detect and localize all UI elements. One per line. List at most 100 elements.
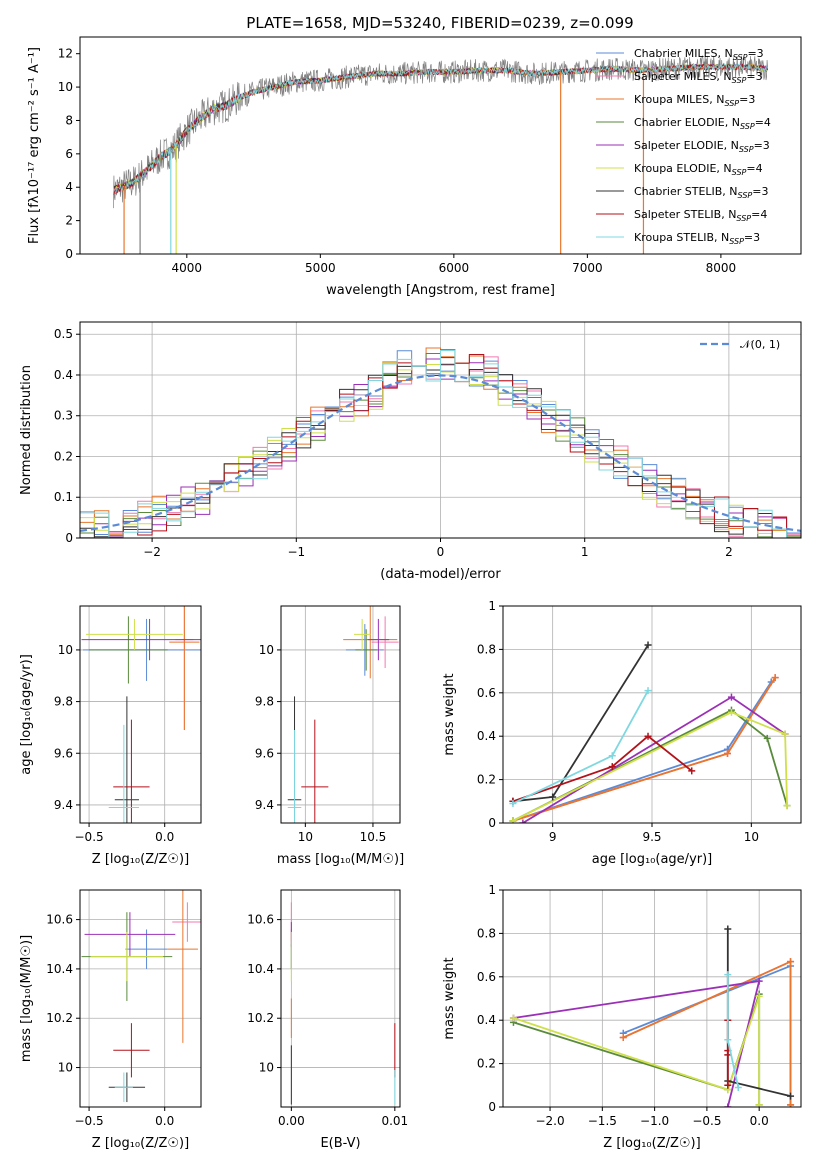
y-tick-label: 10.2: [46, 1011, 73, 1025]
errorbar-point: [371, 616, 399, 668]
errorbar-point: [367, 618, 390, 661]
y-tick-label: 0.4: [477, 729, 496, 743]
errorbar-point: [114, 696, 139, 823]
y-tick-label: 10.4: [247, 962, 274, 976]
series-point: [509, 817, 517, 823]
massweight_vs_age-axes: 9 9.5 10 0 0.2 0.4 0.6 0.8 1 age [log₁₀(age/yr)] m…: [442, 599, 801, 867]
errorbar-point: [172, 902, 201, 942]
series-point: [724, 1051, 732, 1059]
legend-entry: Salpeter STELIB, NSSP=4: [634, 208, 767, 223]
series-point: [619, 1034, 627, 1042]
x-tick-label: 10.5: [360, 830, 387, 844]
massweight_vs_Z-axes: −2.0 −1.5 −1.0 −0.5 0.0 0 0.2 0.4 0.6 0.8 1 Z [log₁…: [442, 883, 801, 1151]
x-tick-label: −0.5: [75, 830, 104, 844]
series-point: [783, 802, 791, 810]
age_vs_Z-plot: [81, 606, 201, 823]
series-point: [724, 1036, 732, 1044]
model-spectrum: [113, 63, 768, 196]
series-point: [787, 958, 795, 966]
errorbar-point: [86, 618, 183, 650]
model-spectrum: [113, 63, 768, 195]
x-tick-label: −0.5: [75, 1114, 104, 1128]
mass_vs_Z-frame: [79, 889, 202, 1108]
x-tick-label: 7000: [572, 261, 603, 275]
age_vs_Z-frame: [79, 605, 202, 824]
series-line: [512, 735, 693, 803]
spectrum-axes: 4000 5000 6000 7000 8000 0 2 4 6 8 10 12 wavelength …: [27, 47, 736, 298]
x-tick-label: −1.5: [588, 1114, 617, 1128]
series-point: [787, 1101, 795, 1107]
x-tick-label: 1: [581, 545, 589, 559]
series-point: [727, 708, 735, 716]
x-tick-label: 0.0: [155, 830, 174, 844]
massweight_vs_age-frame: [502, 605, 802, 824]
model-spectrum: [113, 63, 768, 195]
y-tick-label: 0.2: [477, 773, 496, 787]
y-tick-label: 10.6: [46, 913, 73, 927]
series-point: [509, 1014, 517, 1022]
series-point: [724, 1081, 732, 1089]
series-point: [644, 687, 652, 695]
y-axis-label: Normed distribution: [19, 365, 34, 495]
x-tick-label: −1.0: [640, 1114, 669, 1128]
series-point: [755, 1101, 763, 1107]
legend-entry: Kroupa ELODIE, NSSP=4: [634, 162, 763, 177]
series-point: [549, 793, 557, 801]
mass_vs_ebv-axes: 0.00 0.01 10 10.2 10.4 10.6 E(B-V): [247, 890, 408, 1151]
observed-spectrum: [113, 55, 768, 209]
y-tick-label: 6: [65, 147, 73, 161]
residuals-frame: [79, 321, 802, 539]
y-tick-label: 9.6: [255, 746, 274, 760]
y-tick-label: 0.6: [477, 686, 496, 700]
x-tick-label: 4000: [172, 261, 203, 275]
y-tick-label: 0.6: [477, 970, 496, 984]
series-point: [608, 752, 616, 760]
y-tick-label: 0: [488, 816, 496, 830]
model-spectrum: [113, 63, 768, 196]
mass_vs_ebv-frame: [280, 889, 401, 1108]
age_vs_mass-plot: [287, 606, 399, 823]
y-tick-label: 10: [58, 80, 73, 94]
legend-entry: Salpeter MILES, NSSP=3: [634, 70, 763, 85]
x-axis-label: Z [log₁₀(Z/Z☉)]: [603, 1136, 700, 1151]
age_vs_Z-axes: −0.5 0.0 9.4 9.6 9.8 10 Z [log₁₀(Z/Z☉)] age [lo…: [19, 606, 201, 867]
legend-entry: Chabrier MILES, NSSP=3: [634, 47, 764, 62]
series-point: [644, 641, 652, 649]
errorbar-point: [355, 629, 378, 671]
series-point: [608, 763, 616, 771]
series-line: [513, 996, 761, 1105]
y-tick-label: 0.4: [54, 368, 73, 382]
mass_vs_Z-axes: −0.5 0.0 10 10.2 10.4 10.6 Z [log₁₀(Z/Z☉)] mass…: [19, 890, 201, 1151]
age_vs_mass-frame: [280, 605, 401, 824]
errorbar-point: [90, 931, 164, 982]
series-point: [734, 1083, 742, 1091]
x-axis-label: wavelength [Angstrom, rest frame]: [326, 283, 555, 298]
massweight_vs_age-plot: [509, 641, 791, 823]
legend-entry: Salpeter ELODIE, NSSP=3: [634, 139, 770, 154]
x-axis-label: Z [log₁₀(Z/Z☉)]: [92, 1136, 189, 1151]
residual-histogram: [80, 349, 801, 538]
y-axis-label: age [log₁₀(age/yr)]: [19, 654, 34, 775]
figure-title: PLATE=1658, MJD=53240, FIBERID=0239, z=0…: [246, 14, 633, 32]
series-point: [723, 750, 731, 758]
x-axis-label: age [log₁₀(age/yr)]: [592, 852, 713, 867]
x-tick-label: 0.0: [750, 1114, 769, 1128]
y-tick-label: 0.2: [477, 1057, 496, 1071]
x-tick-label: −0.5: [692, 1114, 721, 1128]
y-tick-label: 8: [65, 113, 73, 127]
errorbar-point: [84, 912, 176, 957]
errorbar-point: [301, 719, 329, 823]
y-tick-label: 0: [65, 247, 73, 261]
legend-entry: Chabrier ELODIE, NSSP=4: [634, 116, 771, 131]
y-tick-label: 0: [65, 531, 73, 545]
x-tick-label: 0.00: [278, 1114, 305, 1128]
y-tick-label: 9.4: [54, 798, 73, 812]
series-point: [755, 977, 763, 985]
spectrum-frame: [79, 36, 802, 255]
legend-entry: Chabrier STELIB, NSSP=3: [634, 185, 768, 200]
series-point: [724, 1103, 732, 1107]
y-tick-label: 10: [259, 1061, 274, 1075]
series-point: [787, 1092, 795, 1100]
legend-entry: Kroupa STELIB, NSSP=3: [634, 231, 760, 246]
y-tick-label: 10: [58, 643, 73, 657]
